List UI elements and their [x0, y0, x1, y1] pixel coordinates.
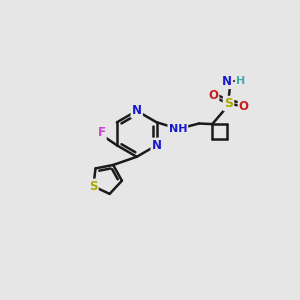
Text: O: O [208, 89, 218, 102]
Text: N: N [132, 104, 142, 117]
Text: F: F [98, 126, 106, 140]
Text: N: N [152, 139, 162, 152]
Text: NH: NH [169, 124, 187, 134]
Text: H: H [236, 76, 245, 85]
Text: N: N [222, 75, 232, 88]
Text: S: S [89, 180, 98, 193]
Text: O: O [239, 100, 249, 113]
Text: S: S [224, 97, 233, 110]
